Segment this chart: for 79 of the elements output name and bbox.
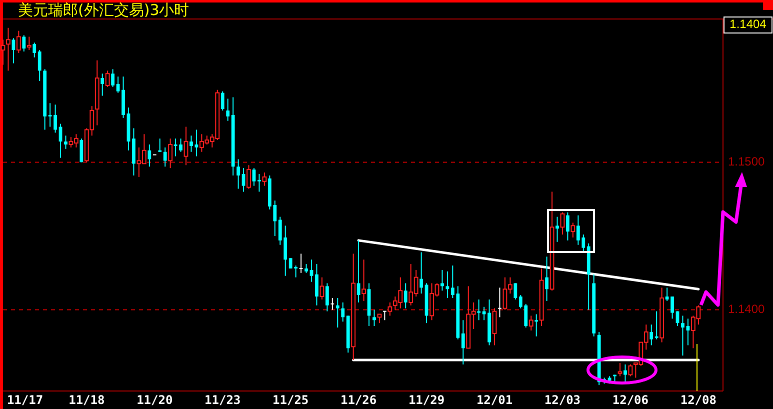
candlestick [64,135,68,150]
text: 1.1404 [730,17,767,32]
x-tick-label: 11/17 [6,393,44,407]
candlestick [566,212,570,241]
candlestick [168,138,173,169]
chart-title: 美元瑞郎(外汇交易)3小时 [18,1,190,19]
candlestick [624,364,627,383]
candlestick [80,138,84,163]
candlestick [236,158,240,190]
candlestick [12,38,16,64]
candlestick [179,138,182,152]
candlestick [105,70,110,88]
candlestick [686,318,690,346]
candlestick [545,256,548,302]
candlestick [262,172,267,186]
candlestick [330,298,335,310]
candlestick [560,212,565,236]
candlestick [163,146,167,168]
x-tick-label: 11/25 [272,393,309,407]
candlestick [498,287,502,318]
candlestick [174,138,178,157]
candlestick [32,42,36,58]
y-tick-label: 1.1400 [728,302,766,316]
candlestick [650,324,654,346]
candlestick [258,174,261,192]
candlestick [681,315,684,356]
candlestick [116,76,120,94]
candlestick [420,252,423,294]
y-tick-label: 1.1500 [728,154,766,168]
candlestick [246,164,251,190]
candlestick [38,50,42,82]
candlestick [100,73,104,96]
x-tick-label: 11/18 [68,393,105,407]
candlestick [477,298,481,321]
candlestick [16,30,21,54]
x-tick-label: 11/23 [204,393,241,407]
candlestick [440,269,444,292]
x-tick-label: 11/26 [340,393,377,407]
candlestick [310,259,314,282]
candlestick [556,216,559,242]
candlestick [148,144,152,168]
candlestick [194,129,198,157]
candlestick [654,310,658,340]
candlestick [534,314,538,337]
candlestick [26,36,32,50]
candlestick [22,34,26,52]
candlestick [0,39,6,66]
x-tick-label: 11/29 [408,393,445,407]
candlestick [184,126,188,166]
x-tick-label: 12/06 [612,393,649,407]
x-tick-label: 12/03 [544,393,581,407]
candlestick [388,302,392,316]
candlestick [382,310,387,321]
candlestick [341,302,345,322]
x-tick-label: 12/08 [680,393,716,407]
candlestick [226,98,230,122]
candlestick [461,320,465,365]
candlestick [628,364,633,377]
candlestick [356,240,360,303]
candlestick [111,68,115,88]
candlestick [336,298,340,328]
candlestick [528,315,534,331]
candlestick [315,264,318,306]
candlestick [492,308,497,346]
candlestick [404,282,408,309]
candlestick [320,276,324,300]
candlestick [446,270,450,298]
candlestick [6,27,10,72]
candlestick [325,282,329,312]
candlestick [362,259,366,302]
candlestick [514,282,518,300]
candlestick [570,222,576,238]
x-tick-label: 11/20 [136,393,173,407]
x-tick-label: 12/01 [476,393,513,407]
candlestick [190,135,193,152]
candlestick [372,309,376,327]
candlestick [220,90,224,112]
candlestick [618,362,622,377]
candlestick [158,138,162,152]
